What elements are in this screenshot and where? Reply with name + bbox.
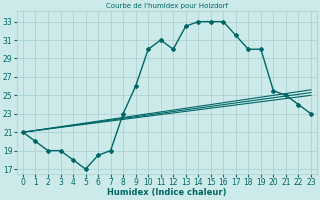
Title: Courbe de l'humidex pour Holzdorf: Courbe de l'humidex pour Holzdorf	[106, 3, 228, 9]
X-axis label: Humidex (Indice chaleur): Humidex (Indice chaleur)	[107, 188, 227, 197]
